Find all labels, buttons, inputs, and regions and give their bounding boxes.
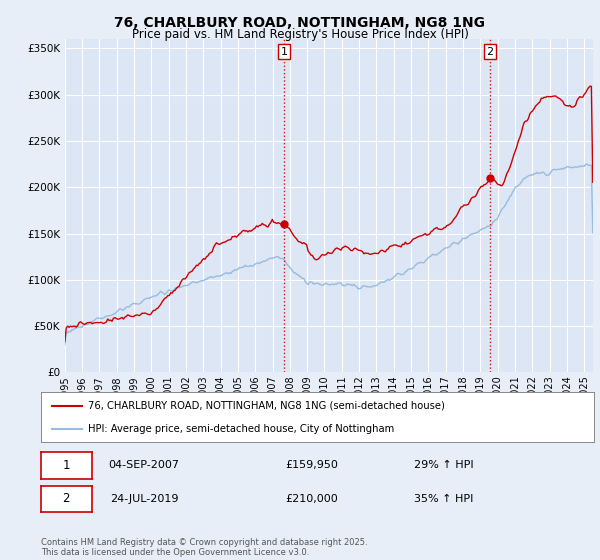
Text: £159,950: £159,950 — [286, 460, 338, 470]
Text: 1: 1 — [62, 459, 70, 472]
Text: 24-JUL-2019: 24-JUL-2019 — [110, 494, 178, 504]
Text: 35% ↑ HPI: 35% ↑ HPI — [415, 494, 473, 504]
Text: 04-SEP-2007: 04-SEP-2007 — [109, 460, 179, 470]
Text: 2: 2 — [487, 46, 494, 57]
Text: 76, CHARLBURY ROAD, NOTTINGHAM, NG8 1NG (semi-detached house): 76, CHARLBURY ROAD, NOTTINGHAM, NG8 1NG … — [88, 400, 445, 410]
Text: Contains HM Land Registry data © Crown copyright and database right 2025.
This d: Contains HM Land Registry data © Crown c… — [41, 538, 367, 557]
Text: 2: 2 — [62, 492, 70, 506]
Text: Price paid vs. HM Land Registry's House Price Index (HPI): Price paid vs. HM Land Registry's House … — [131, 28, 469, 41]
Text: 1: 1 — [281, 46, 287, 57]
Text: 29% ↑ HPI: 29% ↑ HPI — [414, 460, 474, 470]
Text: HPI: Average price, semi-detached house, City of Nottingham: HPI: Average price, semi-detached house,… — [88, 424, 394, 434]
Text: £210,000: £210,000 — [286, 494, 338, 504]
Text: 76, CHARLBURY ROAD, NOTTINGHAM, NG8 1NG: 76, CHARLBURY ROAD, NOTTINGHAM, NG8 1NG — [115, 16, 485, 30]
